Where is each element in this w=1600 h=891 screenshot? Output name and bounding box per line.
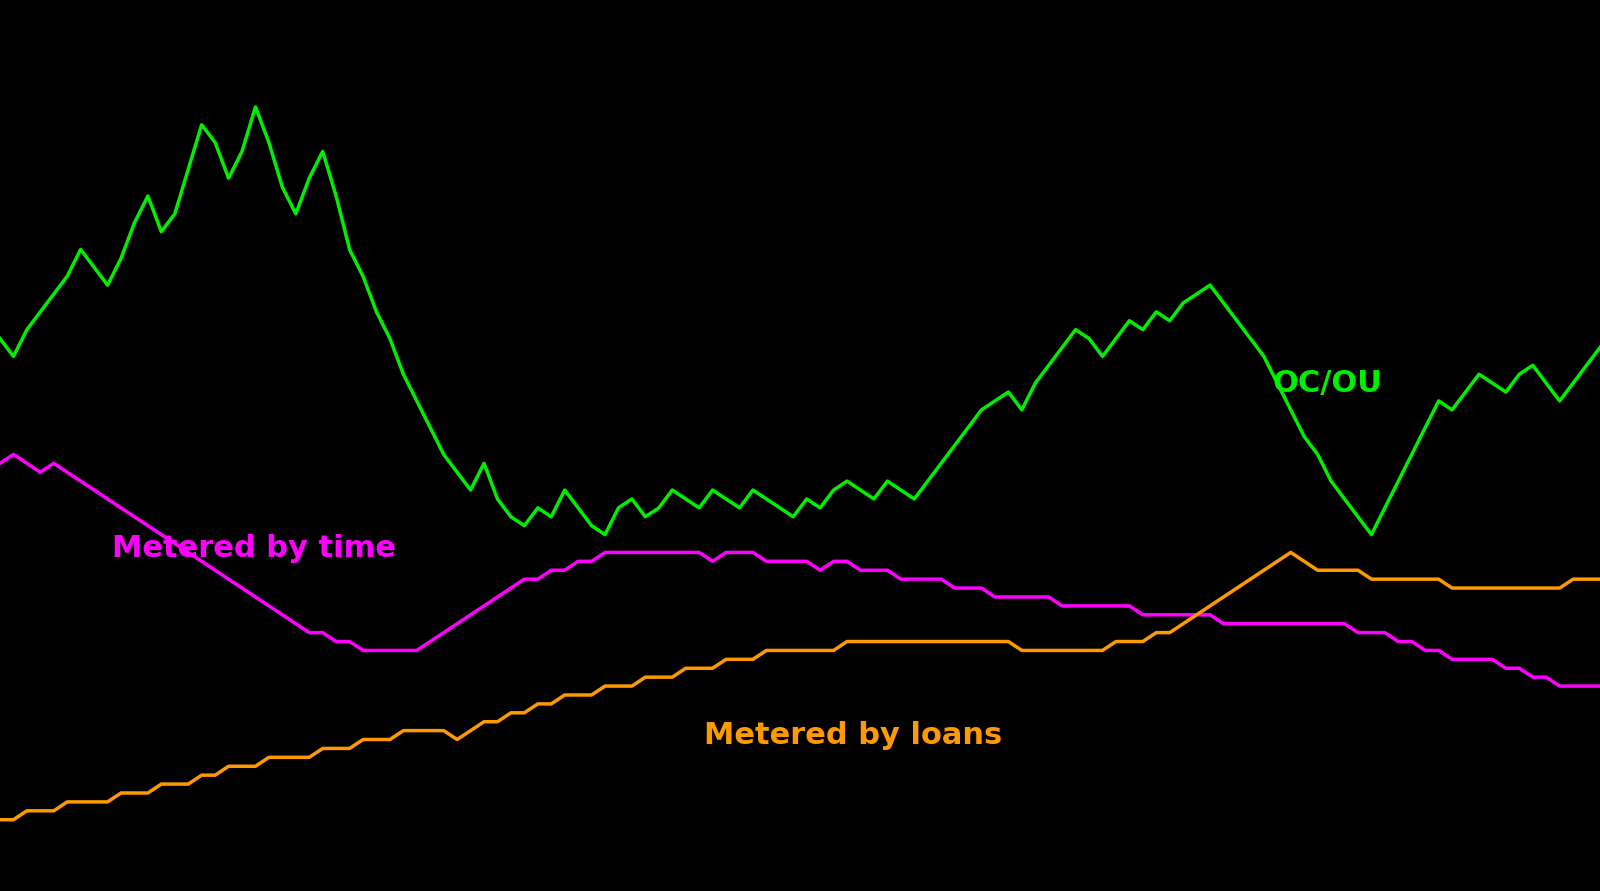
Text: Metered by time: Metered by time — [112, 534, 397, 563]
Text: Metered by loans: Metered by loans — [704, 721, 1002, 750]
Text: OC/OU: OC/OU — [1272, 369, 1382, 398]
